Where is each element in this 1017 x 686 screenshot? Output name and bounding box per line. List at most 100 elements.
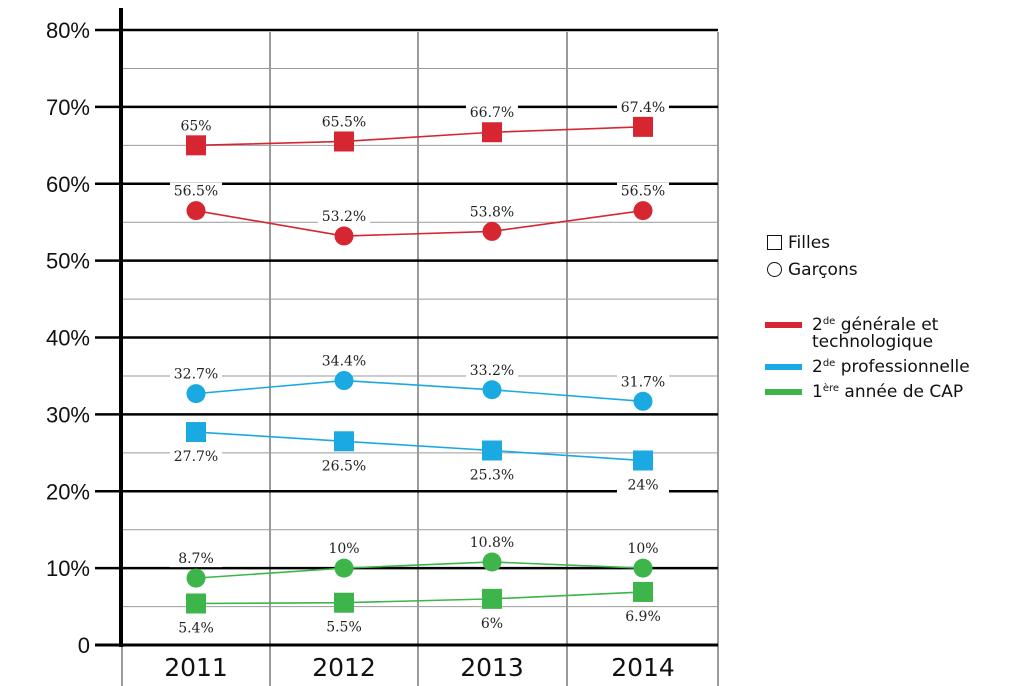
square-marker	[633, 116, 653, 137]
square-marker	[186, 422, 206, 443]
data-label-background	[617, 373, 669, 391]
series-line	[195, 379, 644, 403]
y-tick-label: 80%	[46, 18, 90, 43]
legend-item-professionnelle: 2de professionnelle	[765, 355, 1015, 376]
x-tick-label: 2012	[312, 653, 376, 682]
data-label-background	[617, 98, 669, 116]
data-label: 6.9%	[625, 609, 661, 625]
data-label: 67.4%	[621, 100, 665, 116]
y-tick-label: 50%	[46, 249, 90, 274]
legend-swatch-blue	[765, 364, 802, 370]
square-marker	[482, 122, 502, 143]
data-label-background	[617, 476, 669, 494]
x-tick-label: 2014	[611, 653, 675, 682]
circle-marker	[482, 221, 502, 241]
circle-marker-icon	[767, 262, 782, 277]
data-label-background	[617, 607, 669, 625]
circle-marker	[334, 558, 354, 578]
circle-marker	[633, 391, 653, 411]
data-label-background	[466, 533, 518, 551]
legend-label-cap: 1ère année de CAP	[812, 382, 964, 402]
data-label-background	[318, 540, 370, 558]
square-marker	[186, 135, 206, 156]
data-label-background	[617, 540, 669, 558]
data-label-background	[466, 614, 518, 632]
data-label-background	[170, 619, 222, 637]
data-label-background	[318, 352, 370, 370]
legend-item-garcons: Garçons	[765, 256, 1015, 283]
legend-swatch-green	[765, 389, 802, 395]
series-line	[195, 126, 644, 147]
data-label: 65%	[180, 118, 211, 134]
circle-marker	[334, 371, 354, 391]
circle-marker	[334, 226, 354, 246]
data-label: 66.7%	[470, 105, 514, 121]
data-label: 10%	[328, 541, 359, 557]
legend-swatch-red	[765, 322, 802, 328]
y-tick-label: 60%	[46, 172, 90, 197]
data-label: 56.5%	[174, 184, 218, 200]
circle-marker	[186, 568, 206, 588]
data-label-background	[318, 113, 370, 131]
data-label-background	[466, 361, 518, 379]
series-line	[195, 561, 644, 579]
legend-label-filles: Filles	[788, 232, 831, 253]
y-tick-label: 0	[78, 633, 90, 658]
data-label: 34.4%	[322, 354, 366, 370]
circle-marker	[633, 201, 653, 221]
data-label: 26.5%	[322, 458, 366, 474]
circle-marker	[633, 558, 653, 578]
data-label: 33.2%	[470, 363, 514, 379]
data-label-background	[617, 182, 669, 200]
y-tick-label: 30%	[46, 402, 90, 427]
y-tick-label: 20%	[46, 479, 90, 504]
data-label: 27.7%	[174, 449, 218, 465]
data-label-background	[318, 618, 370, 636]
circle-marker	[482, 380, 502, 400]
square-marker	[482, 440, 502, 461]
data-label-background	[466, 466, 518, 484]
legend-label-generale: 2de générale et technologique	[812, 315, 939, 352]
y-tick-label: 40%	[46, 326, 90, 351]
square-marker-icon	[767, 235, 782, 250]
data-label: 10.8%	[470, 535, 514, 551]
data-label-background	[170, 182, 222, 200]
circle-marker	[186, 384, 206, 404]
circle-marker	[186, 201, 206, 221]
square-marker	[633, 581, 653, 602]
legend-item-filles: Filles	[765, 229, 1015, 256]
y-tick-label: 70%	[46, 95, 90, 120]
square-marker	[186, 593, 206, 614]
square-marker	[482, 588, 502, 609]
line-chart: 0 10% 20% 30% 40% 50% 60% 70% 80% 2011 2012 2013 201…	[46, 8, 719, 686]
x-tick-label: 2011	[164, 653, 228, 682]
series-line	[195, 209, 644, 237]
data-label: 10%	[627, 541, 658, 557]
legend: Filles Garçons 2de générale et technolog…	[765, 229, 1015, 401]
legend-label-garcons: Garçons	[788, 259, 858, 280]
data-label: 8.7%	[178, 551, 214, 567]
data-label: 25.3%	[470, 468, 514, 484]
circle-marker	[482, 552, 502, 572]
square-marker	[633, 450, 653, 471]
data-label-background	[318, 208, 370, 226]
legend-item-cap: 1ère année de CAP	[765, 380, 1015, 401]
data-label-background	[466, 203, 518, 221]
series-line	[195, 431, 644, 462]
square-marker	[334, 431, 354, 452]
data-label: 53.8%	[470, 204, 514, 220]
data-label: 53.2%	[322, 209, 366, 225]
data-label: 32.7%	[174, 367, 218, 383]
data-label-background	[170, 365, 222, 383]
x-tick-label: 2013	[460, 653, 524, 682]
data-label-background	[466, 104, 518, 122]
series-line	[195, 591, 644, 605]
data-label: 5.5%	[326, 620, 362, 636]
square-marker	[334, 592, 354, 613]
y-tick-label: 10%	[46, 556, 90, 581]
legend-item-generale: 2de générale et technologique	[765, 313, 1015, 351]
data-label-background	[170, 448, 222, 466]
data-label: 31.7%	[621, 374, 665, 390]
data-label: 5.4%	[178, 620, 214, 636]
data-label-background	[170, 117, 222, 135]
